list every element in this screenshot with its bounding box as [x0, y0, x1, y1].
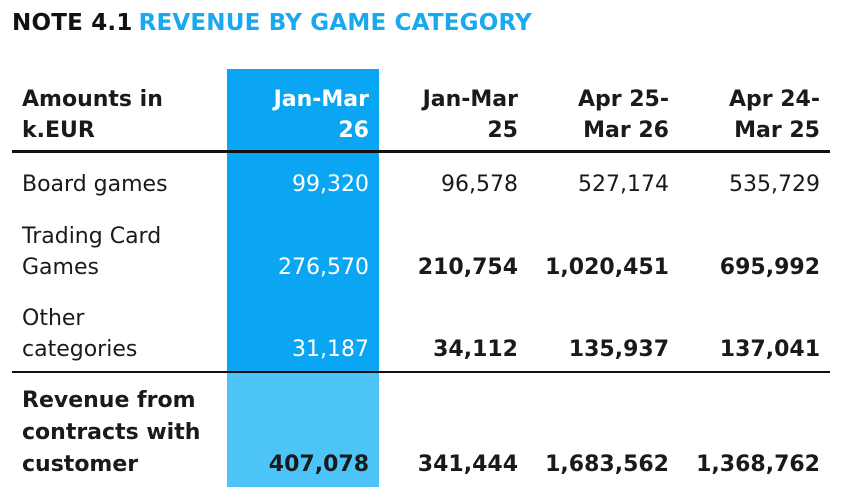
row-board-games-col3: 527,174	[578, 172, 669, 197]
row-other-label-line2: categories	[22, 337, 138, 362]
highlighted-column-background	[227, 69, 379, 373]
row-other-col2: 34,112	[433, 337, 518, 362]
total-col4: 1,368,762	[696, 452, 820, 477]
header-col1-line2: 26	[338, 118, 369, 143]
row-tcg-label-line1: Trading Card	[22, 224, 162, 249]
total-divider	[12, 371, 830, 373]
row-tcg-col2: 210,754	[417, 255, 518, 280]
header-col4-line2: Mar 25	[734, 118, 820, 143]
header-divider	[12, 150, 830, 153]
row-board-games-col4: 535,729	[729, 172, 820, 197]
row-board-games-col2: 96,578	[441, 172, 518, 197]
row-other-col1: 31,187	[292, 337, 369, 362]
total-col2: 341,444	[417, 452, 518, 477]
header-col2-line2: 25	[487, 118, 518, 143]
header-label-line2: k.EUR	[22, 118, 95, 143]
total-col1: 407,078	[268, 452, 369, 477]
header-label-line1: Amounts in	[22, 87, 163, 112]
header-col3-line1: Apr 25-	[577, 87, 669, 112]
total-label-line3: customer	[22, 452, 139, 477]
header-col3-line2: Mar 26	[583, 118, 669, 143]
header-col1-line1: Jan-Mar	[273, 87, 369, 112]
row-other-col4: 137,041	[719, 337, 820, 362]
row-other-label-line1: Other	[22, 306, 85, 331]
header-col4-line1: Apr 24-	[728, 87, 820, 112]
total-label-line1: Revenue from	[22, 388, 196, 413]
row-tcg-col1: 276,570	[278, 255, 369, 280]
note-number: NOTE 4.1	[12, 10, 133, 36]
highlighted-total-background	[227, 373, 379, 487]
note-heading: NOTE 4.1 REVENUE BY GAME CATEGORY	[12, 10, 532, 36]
total-label-line2: contracts with	[22, 420, 201, 445]
row-board-games-col1: 99,320	[292, 172, 369, 197]
header-col2-line1: Jan-Mar	[422, 87, 518, 112]
note-title: REVENUE BY GAME CATEGORY	[138, 10, 532, 36]
row-tcg-col4: 695,992	[719, 255, 820, 280]
total-col3: 1,683,562	[545, 452, 669, 477]
row-other-col3: 135,937	[568, 337, 669, 362]
row-board-games-label: Board games	[22, 172, 168, 197]
row-tcg-col3: 1,020,451	[545, 255, 669, 280]
row-tcg-label-line2: Games	[22, 255, 99, 280]
